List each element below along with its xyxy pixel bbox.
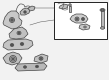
Ellipse shape xyxy=(9,18,14,22)
Polygon shape xyxy=(34,54,48,63)
Polygon shape xyxy=(3,52,22,65)
Ellipse shape xyxy=(76,18,78,20)
Polygon shape xyxy=(59,4,68,9)
Ellipse shape xyxy=(36,65,38,68)
Ellipse shape xyxy=(100,8,105,12)
Ellipse shape xyxy=(82,18,84,20)
Ellipse shape xyxy=(100,27,105,29)
Ellipse shape xyxy=(18,32,20,34)
Ellipse shape xyxy=(11,57,15,61)
Ellipse shape xyxy=(11,44,13,46)
Ellipse shape xyxy=(40,58,42,59)
Ellipse shape xyxy=(69,4,71,6)
Bar xyxy=(101,10,104,28)
Polygon shape xyxy=(70,14,88,23)
Ellipse shape xyxy=(11,19,13,21)
Polygon shape xyxy=(3,11,22,29)
Polygon shape xyxy=(3,39,33,50)
Polygon shape xyxy=(28,6,35,11)
Ellipse shape xyxy=(75,17,79,21)
Ellipse shape xyxy=(17,31,21,35)
Polygon shape xyxy=(15,63,47,71)
Polygon shape xyxy=(20,8,30,15)
Ellipse shape xyxy=(21,43,23,45)
Ellipse shape xyxy=(12,58,14,60)
Polygon shape xyxy=(9,27,28,39)
FancyBboxPatch shape xyxy=(54,2,107,39)
Ellipse shape xyxy=(24,11,26,13)
Ellipse shape xyxy=(20,42,24,46)
Ellipse shape xyxy=(39,57,43,60)
Ellipse shape xyxy=(24,66,26,68)
Ellipse shape xyxy=(82,18,84,20)
Ellipse shape xyxy=(36,66,38,67)
Ellipse shape xyxy=(24,11,26,13)
Polygon shape xyxy=(79,24,90,30)
Ellipse shape xyxy=(10,44,14,46)
Bar xyxy=(69,6,71,12)
Ellipse shape xyxy=(9,56,16,62)
Ellipse shape xyxy=(24,66,26,68)
Ellipse shape xyxy=(101,9,104,11)
Ellipse shape xyxy=(84,26,86,28)
